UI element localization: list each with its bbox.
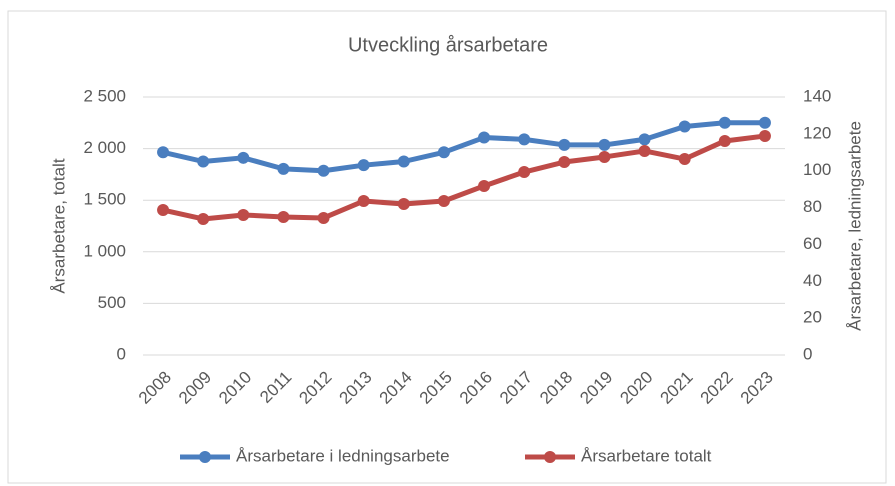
data-point — [197, 155, 210, 168]
data-point — [638, 144, 651, 157]
y-tick-label: 1 500 — [83, 190, 126, 209]
data-point — [638, 133, 651, 146]
y-axis-label: Årsarbetare, totalt — [49, 158, 68, 293]
data-point — [718, 134, 731, 147]
y2-tick-label: 140 — [803, 86, 831, 105]
data-point — [478, 179, 491, 192]
data-point — [437, 195, 450, 208]
data-point — [237, 208, 250, 221]
y2-tick-label: 0 — [803, 344, 812, 363]
legend-label: Årsarbetare i ledningsarbete — [236, 446, 450, 465]
data-point — [157, 146, 170, 159]
data-point — [317, 211, 330, 224]
data-point — [397, 198, 410, 211]
data-point — [518, 166, 531, 179]
chart-title: Utveckling årsarbetare — [348, 34, 548, 56]
y-tick-label: 2 000 — [83, 138, 126, 157]
data-point — [478, 131, 491, 144]
chart-frame — [7, 10, 887, 484]
y-tick-label: 500 — [98, 293, 126, 312]
data-point — [157, 204, 170, 217]
y-tick-label: 0 — [117, 344, 126, 363]
data-point — [718, 116, 731, 129]
legend-marker — [199, 451, 211, 463]
data-point — [558, 156, 571, 169]
data-point — [397, 155, 410, 168]
data-point — [437, 146, 450, 159]
series-line — [162, 133, 766, 222]
data-point — [277, 211, 290, 224]
data-point — [598, 138, 611, 151]
data-point — [518, 133, 531, 146]
y2-axis-label: Årsarbetare, ledningsarbete — [845, 121, 864, 331]
data-point — [758, 130, 771, 143]
data-point — [357, 195, 370, 208]
data-point — [678, 120, 691, 133]
data-point — [558, 138, 571, 151]
y-tick-label: 1 000 — [83, 241, 126, 260]
series-line — [162, 120, 765, 174]
data-point — [357, 159, 370, 172]
y2-tick-label: 120 — [803, 123, 831, 142]
y2-tick-label: 40 — [803, 271, 822, 290]
data-point — [277, 162, 290, 175]
data-point — [197, 212, 210, 225]
y2-tick-label: 60 — [803, 234, 822, 253]
data-point — [598, 150, 611, 163]
y2-tick-label: 80 — [803, 197, 822, 216]
y2-tick-label: 20 — [803, 308, 822, 327]
y-tick-label: 2 500 — [83, 86, 126, 105]
legend-marker — [544, 451, 556, 463]
data-point — [758, 116, 771, 129]
data-point — [317, 164, 330, 177]
legend-label: Årsarbetare totalt — [581, 446, 712, 465]
y2-tick-label: 100 — [803, 160, 831, 179]
data-point — [678, 153, 691, 166]
data-point — [237, 151, 250, 164]
